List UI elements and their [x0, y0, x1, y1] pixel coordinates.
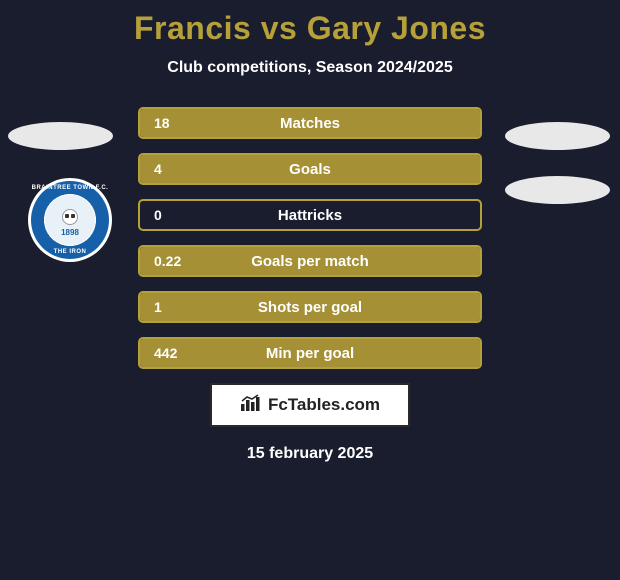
stat-row: 4Goals — [138, 153, 482, 185]
player-avatar-right-1 — [505, 122, 610, 150]
stat-label: Goals per match — [140, 253, 480, 270]
stat-label: Goals — [140, 161, 480, 178]
date: 15 february 2025 — [0, 445, 620, 463]
player-avatar-left — [8, 122, 113, 150]
stat-row: 0.22Goals per match — [138, 245, 482, 277]
soccer-ball-icon — [62, 209, 78, 225]
chart-icon — [240, 394, 262, 417]
stat-row: 0Hattricks — [138, 199, 482, 231]
stat-label: Hattricks — [140, 207, 480, 224]
stat-label: Shots per goal — [140, 299, 480, 316]
player-avatar-right-2 — [505, 176, 610, 204]
stat-row: 442Min per goal — [138, 337, 482, 369]
page-title: Francis vs Gary Jones — [0, 10, 620, 47]
subtitle: Club competitions, Season 2024/2025 — [0, 59, 620, 77]
club-badge: BRAINTREE TOWN F.C. 1898 THE IRON — [28, 178, 112, 262]
comparison-card: Francis vs Gary Jones Club competitions,… — [0, 0, 620, 580]
brand-text: FcTables.com — [268, 395, 380, 415]
stats-list: 18Matches 4Goals 0Hattricks 0.22Goals per m… — [138, 107, 482, 369]
stat-row: 1Shots per goal — [138, 291, 482, 323]
badge-year: 1898 — [61, 228, 79, 237]
stat-row: 18Matches — [138, 107, 482, 139]
stat-label: Matches — [140, 115, 480, 132]
badge-top-text: BRAINTREE TOWN F.C. — [31, 185, 109, 191]
brand-badge[interactable]: FcTables.com — [210, 383, 410, 427]
badge-bottom-text: THE IRON — [31, 249, 109, 255]
stat-label: Min per goal — [140, 345, 480, 362]
